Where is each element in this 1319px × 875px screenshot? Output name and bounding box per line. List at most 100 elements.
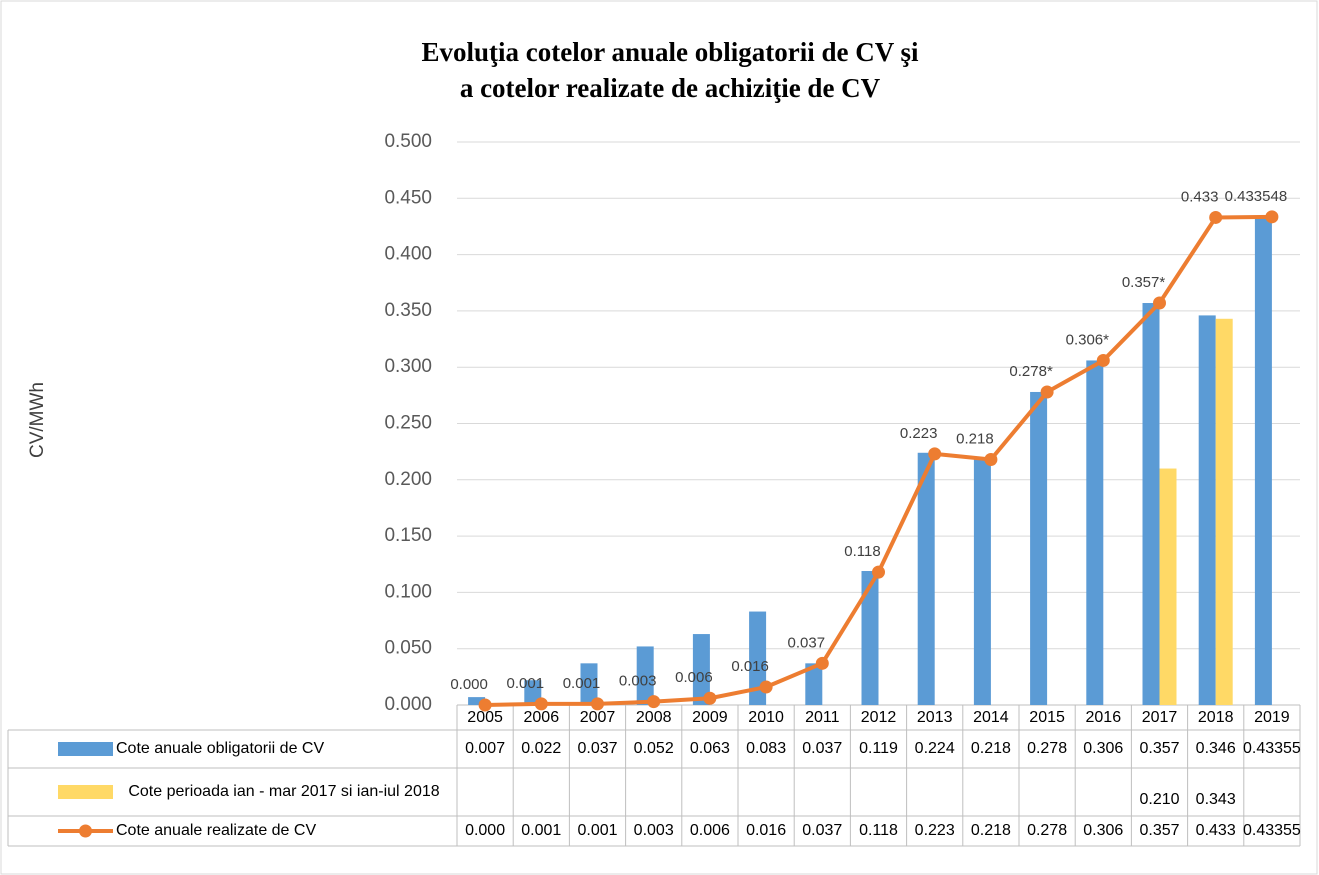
- y-axis-label: CV/MWh: [27, 382, 48, 458]
- line-marker: [647, 695, 661, 709]
- line-marker: [1209, 210, 1223, 224]
- table-value: 0.007: [465, 740, 505, 757]
- table-value: 0.006: [690, 822, 730, 839]
- x-tick-label: 2018: [1198, 709, 1234, 726]
- table-value: 0.037: [802, 740, 842, 757]
- table-value: 0.343: [1196, 791, 1236, 808]
- table-value: 0.306: [1083, 740, 1123, 757]
- table-value: 0.210: [1139, 791, 1179, 808]
- table-value: 0.052: [634, 740, 674, 757]
- table-value: 0.357: [1139, 822, 1179, 839]
- x-tick-label: 2011: [805, 709, 840, 726]
- table-value: 0.063: [690, 740, 730, 757]
- line-marker: [534, 697, 548, 711]
- x-tick-label: 2008: [636, 709, 672, 726]
- table-value: 0.43355: [1243, 740, 1301, 757]
- data-label: 0.118: [844, 543, 880, 560]
- bar: [973, 459, 991, 705]
- bar: [917, 452, 935, 705]
- legend-label: Cote anuale obligatorii de CV: [116, 740, 325, 757]
- table-value: 0.218: [971, 740, 1011, 757]
- data-label: 0.278*: [1009, 363, 1053, 380]
- y-tick-label: 0.450: [384, 187, 432, 208]
- data-label: 0.433548: [1225, 188, 1288, 205]
- y-tick-label: 0.350: [384, 300, 432, 321]
- legend-label: Cote anuale realizate de CV: [116, 822, 317, 839]
- line-marker: [872, 565, 885, 579]
- legend-text: Cote perioada ian - mar 2017 si ian-iul …: [128, 783, 440, 800]
- x-tick-label: 2007: [580, 709, 616, 726]
- data-label: 0.000: [450, 676, 488, 693]
- x-tick-label: 2017: [1142, 709, 1178, 726]
- line-marker: [815, 656, 829, 670]
- y-tick-label: 0.500: [384, 131, 432, 152]
- table-value: 0.278: [1027, 822, 1067, 839]
- table-value: 0.001: [577, 822, 617, 839]
- table-value: 0.022: [521, 740, 561, 757]
- table-value: 0.433: [1196, 822, 1236, 839]
- line-marker: [478, 698, 492, 712]
- table-value: 0.223: [915, 822, 955, 839]
- data-label: 0.037: [788, 634, 826, 651]
- y-tick-label: 0.300: [384, 356, 432, 377]
- x-tick-label: 2010: [748, 709, 784, 726]
- bar: [1215, 318, 1233, 705]
- bar: [1159, 468, 1177, 705]
- legend-swatch: [58, 785, 113, 799]
- x-tick-label: 2014: [973, 709, 1009, 726]
- table-value: 0.118: [859, 822, 898, 839]
- x-tick-label: 2019: [1254, 709, 1290, 726]
- x-tick-label: 2012: [861, 709, 897, 726]
- bar: [1142, 303, 1160, 705]
- line-marker: [591, 697, 604, 711]
- line-marker: [1040, 385, 1054, 399]
- x-tick-label: 2013: [917, 709, 953, 726]
- data-label: 0.223: [900, 425, 938, 442]
- table-value: 0.016: [746, 822, 786, 839]
- data-label: 0.001: [507, 675, 545, 692]
- bar: [580, 663, 598, 705]
- table-value: 0.119: [859, 740, 898, 757]
- table-value: 0.224: [915, 740, 955, 757]
- x-tick-label: 2006: [524, 709, 560, 726]
- y-tick-label: 0.050: [384, 638, 432, 659]
- table-value: 0.083: [746, 740, 786, 757]
- data-label: 0.306*: [1066, 331, 1110, 348]
- table-value: 0.346: [1196, 740, 1236, 757]
- line-marker: [1096, 353, 1110, 367]
- data-label: 0.218: [956, 431, 994, 448]
- table-value: 0.357: [1139, 740, 1179, 757]
- data-label: 0.006: [675, 669, 713, 686]
- data-label: 0.016: [731, 658, 769, 675]
- line-marker: [1265, 210, 1279, 224]
- x-tick-label: 2009: [692, 709, 728, 726]
- legend-swatch: [58, 742, 113, 756]
- y-tick-label: 0.400: [384, 244, 432, 265]
- table-value: 0.306: [1083, 822, 1123, 839]
- bar: [468, 697, 486, 705]
- legend-text: Cote anuale obligatorii de CV: [116, 740, 325, 757]
- bar: [636, 646, 654, 705]
- line-marker: [984, 453, 998, 467]
- table-value: 0.001: [521, 822, 561, 839]
- y-tick-label: 0.000: [384, 694, 432, 715]
- line-marker: [759, 680, 773, 694]
- data-table: [7, 704, 1301, 847]
- legend-label: Cote perioada ian - mar 2017 si ian-iul …: [128, 783, 440, 800]
- y-tick-label: 0.100: [384, 581, 432, 602]
- table-value: 0.000: [465, 822, 505, 839]
- legend-text: Cote anuale realizate de CV: [116, 822, 317, 839]
- y-tick-label: 0.250: [384, 413, 432, 434]
- bar: [692, 634, 710, 705]
- data-label: 0.003: [619, 673, 657, 690]
- table-value: 0.037: [802, 822, 842, 839]
- bar: [1198, 315, 1216, 705]
- bar: [861, 571, 879, 705]
- y-tick-label: 0.150: [384, 525, 432, 546]
- line-marker: [928, 447, 942, 461]
- x-tick-label: 2016: [1086, 709, 1122, 726]
- line-marker: [1153, 296, 1166, 310]
- x-tick-label: 2015: [1029, 709, 1065, 726]
- chart-title: Evoluţia cotelor anuale obligatorii de C…: [421, 37, 919, 67]
